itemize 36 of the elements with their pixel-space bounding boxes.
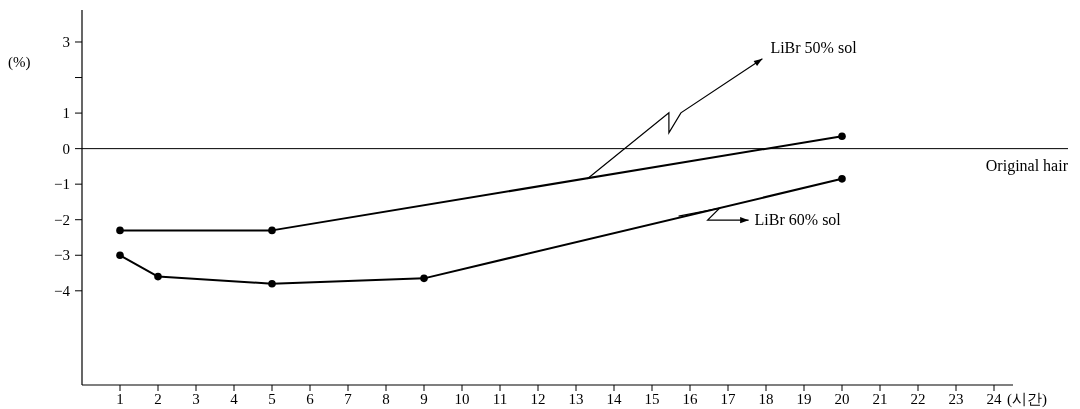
x-tick-label: 5 [268, 391, 276, 407]
y-tick-label: 1 [62, 105, 70, 122]
x-tick-label: 10 [454, 391, 470, 407]
x-tick-label: 21 [872, 391, 888, 407]
x-tick-label: 13 [568, 391, 584, 407]
x-tick-label: 6 [306, 391, 315, 407]
x-tick-label: 20 [834, 391, 850, 407]
y-tick-label: −1 [54, 176, 70, 193]
x-tick-label: 22 [910, 391, 926, 407]
x-tick-label: 15 [644, 391, 660, 407]
y-axis-title: (%) [8, 53, 31, 71]
x-tick-label: 8 [382, 391, 390, 407]
x-tick-label: 9 [420, 391, 428, 407]
x-axis-title: (시간) [1007, 391, 1047, 408]
y-tick-label: −3 [54, 247, 70, 264]
x-tick-label: 2 [154, 391, 162, 407]
annotation: LiBr 50% sol [770, 38, 858, 56]
y-tick-label: −4 [54, 282, 71, 299]
x-tick-label: 23 [948, 391, 964, 407]
x-tick-label: 16 [682, 391, 698, 407]
y-tick-label: 0 [62, 140, 70, 157]
x-tick-label: 24 [986, 391, 1002, 407]
x-tick-label: 14 [606, 391, 622, 407]
x-tick-label: 19 [796, 391, 812, 407]
x-tick-label: 12 [530, 391, 546, 407]
annotation: LiBr 60% sol [754, 211, 842, 229]
x-tick-label: 3 [192, 391, 200, 407]
x-tick-label: 17 [720, 391, 736, 407]
x-tick-label: 11 [492, 391, 508, 407]
y-tick-label: −2 [54, 211, 70, 228]
x-tick-label: 18 [758, 391, 774, 407]
x-tick-label: 1 [116, 391, 124, 407]
x-tick-label: 7 [344, 391, 353, 407]
ref-line-label: Original hair [985, 156, 1069, 175]
x-tick-label: 4 [230, 391, 239, 407]
y-tick-label: 3 [62, 33, 70, 50]
